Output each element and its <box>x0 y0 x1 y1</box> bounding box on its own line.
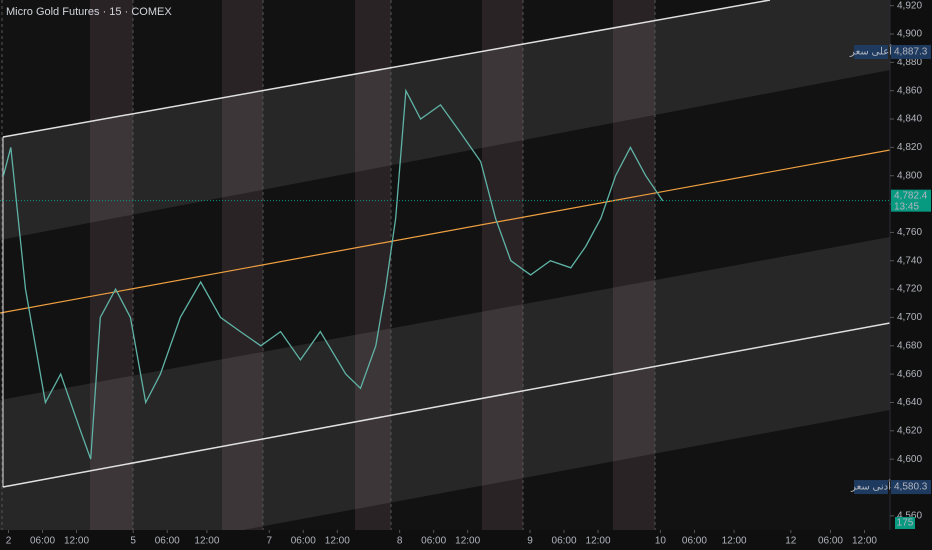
price-line <box>2 88 664 460</box>
price-badge <box>891 189 931 212</box>
price-badge-label: 4,887.3 <box>894 47 928 58</box>
y-tick-label: 4,720 <box>897 284 922 295</box>
caption-badge-label: أدنى سعر <box>850 480 891 493</box>
y-tick-label: 4,680 <box>897 340 922 351</box>
price-badge-caption: 13:45 <box>894 201 919 212</box>
x-tick-label: 12:00 <box>586 536 611 547</box>
y-tick-label: 4,860 <box>897 85 922 96</box>
y-tick-label: 4,620 <box>897 425 922 436</box>
y-tick-label: 4,900 <box>897 29 922 40</box>
x-tick-label: 12 <box>785 536 797 547</box>
x-tick-label: 12:00 <box>852 536 877 547</box>
x-tick-label: 12:00 <box>455 536 480 547</box>
y-tick-label: 4,920 <box>897 0 922 11</box>
caption-badge-label: أعلى سعر <box>849 45 892 58</box>
x-tick-label: 10 <box>655 536 667 547</box>
caption-badge <box>854 480 888 495</box>
x-tick-label: 9 <box>527 536 533 547</box>
x-tick-label: 06:00 <box>30 536 55 547</box>
y-tick-label: 4,640 <box>897 397 922 408</box>
x-tick-label: 2 <box>6 536 12 547</box>
x-tick-label: 12:00 <box>325 536 350 547</box>
chart-title: Micro Gold Futures · 15 · COMEX <box>6 6 172 18</box>
x-tick-label: 12:00 <box>194 536 219 547</box>
channel-lines <box>0 0 891 488</box>
y-tick-label: 4,840 <box>897 114 922 125</box>
x-tick-label: 5 <box>130 536 136 547</box>
x-tick-label: 06:00 <box>421 536 446 547</box>
y-tick-label: 4,820 <box>897 142 922 153</box>
volume-badge <box>895 517 915 529</box>
x-tick-label: 06:00 <box>682 536 707 547</box>
y-tick-label: 4,560 <box>897 510 922 521</box>
x-tick-label: 8 <box>397 536 403 547</box>
y-tick-label: 4,760 <box>897 227 922 238</box>
plot-bg <box>0 0 890 530</box>
x-tick-label: 12:00 <box>722 536 747 547</box>
x-tick-label: 06:00 <box>552 536 577 547</box>
y-tick-label: 4,700 <box>897 312 922 323</box>
x-tick-label: 12:00 <box>64 536 89 547</box>
x-tick-label: 06:00 <box>155 536 180 547</box>
time-axis-bg <box>0 530 932 550</box>
y-tick-label: 4,740 <box>897 255 922 266</box>
price-badge <box>891 45 931 60</box>
price-badge <box>891 480 931 495</box>
y-tick-label: 4,660 <box>897 369 922 380</box>
y-tick-label: 4,800 <box>897 170 922 181</box>
x-tick-label: 06:00 <box>291 536 316 547</box>
channel-bands <box>0 0 890 550</box>
price-badge-label: 4,782.4 <box>894 190 928 201</box>
price-axis-bg <box>890 0 932 550</box>
volume-label: 175 <box>897 518 914 529</box>
price-badge-label: 4,580.3 <box>894 482 928 493</box>
caption-badge <box>854 45 888 60</box>
session-shading <box>90 0 655 530</box>
x-tick-label: 7 <box>266 536 272 547</box>
y-tick-label: 4,880 <box>897 57 922 68</box>
y-tick-label: 4,600 <box>897 454 922 465</box>
x-tick-label: 06:00 <box>818 536 843 547</box>
